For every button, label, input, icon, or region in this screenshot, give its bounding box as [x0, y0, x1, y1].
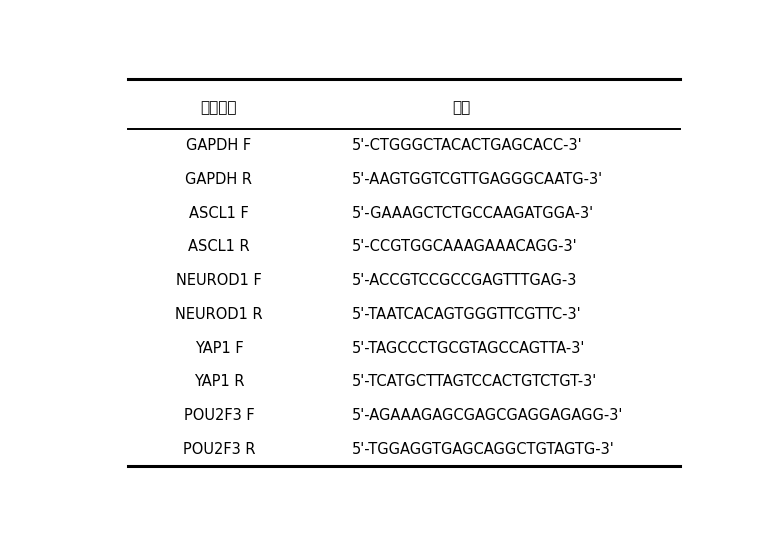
- Text: POU2F3 R: POU2F3 R: [183, 442, 255, 457]
- Text: 5'-ACCGTCCGCCGAGTTTGAG-3: 5'-ACCGTCCGCCGAGTTTGAG-3: [353, 273, 578, 288]
- Text: 5'-TCATGCTTAGTCCACTGTCTGT-3': 5'-TCATGCTTAGTCCACTGTCTGT-3': [353, 374, 597, 390]
- Text: ASCL1 F: ASCL1 F: [189, 206, 249, 221]
- Text: 5'-CTGGGCTACACTGAGCACC-3': 5'-CTGGGCTACACTGAGCACC-3': [353, 138, 583, 153]
- Text: 5'-TAATCACAGTGGGTTCGTTC-3': 5'-TAATCACAGTGGGTTCGTTC-3': [353, 307, 582, 322]
- Text: ASCL1 R: ASCL1 R: [188, 239, 249, 254]
- Text: 5'-TAGCCCTGCGTAGCCAGTTA-3': 5'-TAGCCCTGCGTAGCCAGTTA-3': [353, 341, 586, 356]
- Text: 5'-GAAAGCTCTGCCAAGATGGA-3': 5'-GAAAGCTCTGCCAAGATGGA-3': [353, 206, 594, 221]
- Text: 序列: 序列: [452, 101, 471, 116]
- Text: 5'-CCGTGGCAAAGAAACAGG-3': 5'-CCGTGGCAAAGAAACAGG-3': [353, 239, 578, 254]
- Text: YAP1 R: YAP1 R: [194, 374, 244, 390]
- Text: YAP1 F: YAP1 F: [195, 341, 243, 356]
- Text: NEUROD1 R: NEUROD1 R: [175, 307, 263, 322]
- Text: POU2F3 F: POU2F3 F: [184, 408, 254, 423]
- Text: GAPDH F: GAPDH F: [186, 138, 252, 153]
- Text: GAPDH R: GAPDH R: [185, 172, 253, 187]
- Text: 引物名称: 引物名称: [201, 101, 237, 116]
- Text: NEUROD1 F: NEUROD1 F: [176, 273, 262, 288]
- Text: 5'-TGGAGGTGAGCAGGCTGTAGTG-3': 5'-TGGAGGTGAGCAGGCTGTAGTG-3': [353, 442, 615, 457]
- Text: 5'-AAGTGGTCGTTGAGGGCAATG-3': 5'-AAGTGGTCGTTGAGGGCAATG-3': [353, 172, 604, 187]
- Text: 5'-AGAAAGAGCGAGCGAGGAGAGG-3': 5'-AGAAAGAGCGAGCGAGGAGAGG-3': [353, 408, 624, 423]
